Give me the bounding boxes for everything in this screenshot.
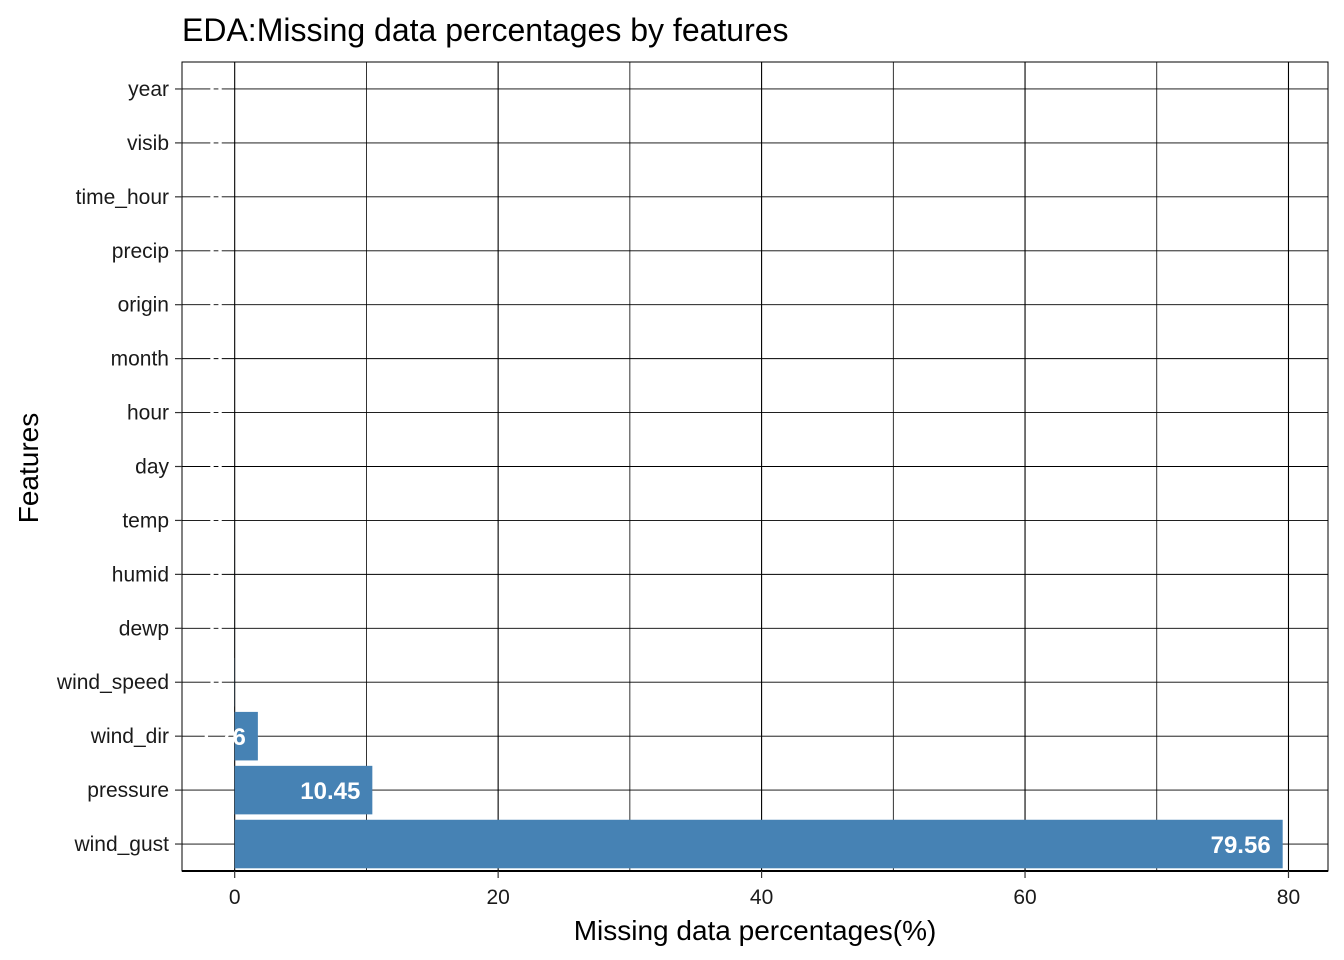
data-label-wind-dir: 1.76 — [199, 724, 246, 751]
x-axis: 0 20 40 60 80 — [182, 870, 1328, 909]
y-tick-label-pressure: pressure — [87, 779, 169, 802]
data-label-time-hour: 0 — [209, 185, 222, 212]
data-label-wind-gust: 79.56 — [1211, 832, 1271, 859]
data-label-month: 0 — [209, 347, 222, 374]
x-axis-title: Missing data percentages(%) — [574, 915, 937, 946]
x-tick-label: 60 — [1013, 886, 1036, 909]
y-tick-label-precip: precip — [112, 240, 169, 263]
y-tick-label-month: month — [111, 348, 169, 371]
y-tick-label-humid: humid — [112, 563, 169, 586]
data-labels: 0 0 0 0 0 0 0 0 0 0 0 0 1.76 10.45 79.56 — [199, 77, 1271, 859]
y-tick-label-temp: temp — [122, 509, 169, 532]
data-label-day: 0 — [209, 455, 222, 482]
y-tick-label-wind-speed: wind_speed — [56, 671, 169, 694]
y-tick-label-year: year — [128, 78, 169, 101]
bar-pressure — [234, 765, 373, 815]
bar-wind-dir — [234, 711, 258, 761]
y-tick-label-origin: origin — [118, 294, 169, 317]
data-label-visib: 0 — [209, 131, 222, 158]
data-label-humid: 0 — [209, 562, 222, 589]
y-tick-label-day: day — [135, 456, 169, 479]
data-label-origin: 0 — [209, 293, 222, 320]
data-label-precip: 0 — [209, 239, 222, 266]
grid — [181, 61, 1329, 872]
data-label-year: 0 — [209, 77, 222, 104]
data-label-wind-speed: 0 — [209, 670, 222, 697]
x-tick-label: 0 — [229, 886, 241, 909]
y-tick-label-time-hour: time_hour — [76, 186, 169, 209]
y-tick-label-visib: visib — [127, 132, 169, 155]
bar-wind-gust — [234, 819, 1283, 869]
x-tick-label: 80 — [1277, 886, 1300, 909]
y-tick-label-wind-gust: wind_gust — [73, 833, 169, 856]
y-axis-title: Features — [13, 413, 44, 524]
data-label-temp: 0 — [209, 508, 222, 535]
x-tick-label: 20 — [486, 886, 509, 909]
data-label-dewp: 0 — [209, 616, 222, 643]
data-label-pressure: 10.45 — [300, 778, 360, 805]
y-tick-label-wind-dir: wind_dir — [90, 725, 169, 748]
data-label-hour: 0 — [209, 401, 222, 428]
y-tick-label-dewp: dewp — [119, 617, 169, 640]
y-tick-label-hour: hour — [127, 402, 169, 425]
chart-title: EDA:Missing data percentages by features — [182, 12, 789, 48]
x-tick-label: 40 — [750, 886, 773, 909]
bars — [234, 64, 1283, 869]
